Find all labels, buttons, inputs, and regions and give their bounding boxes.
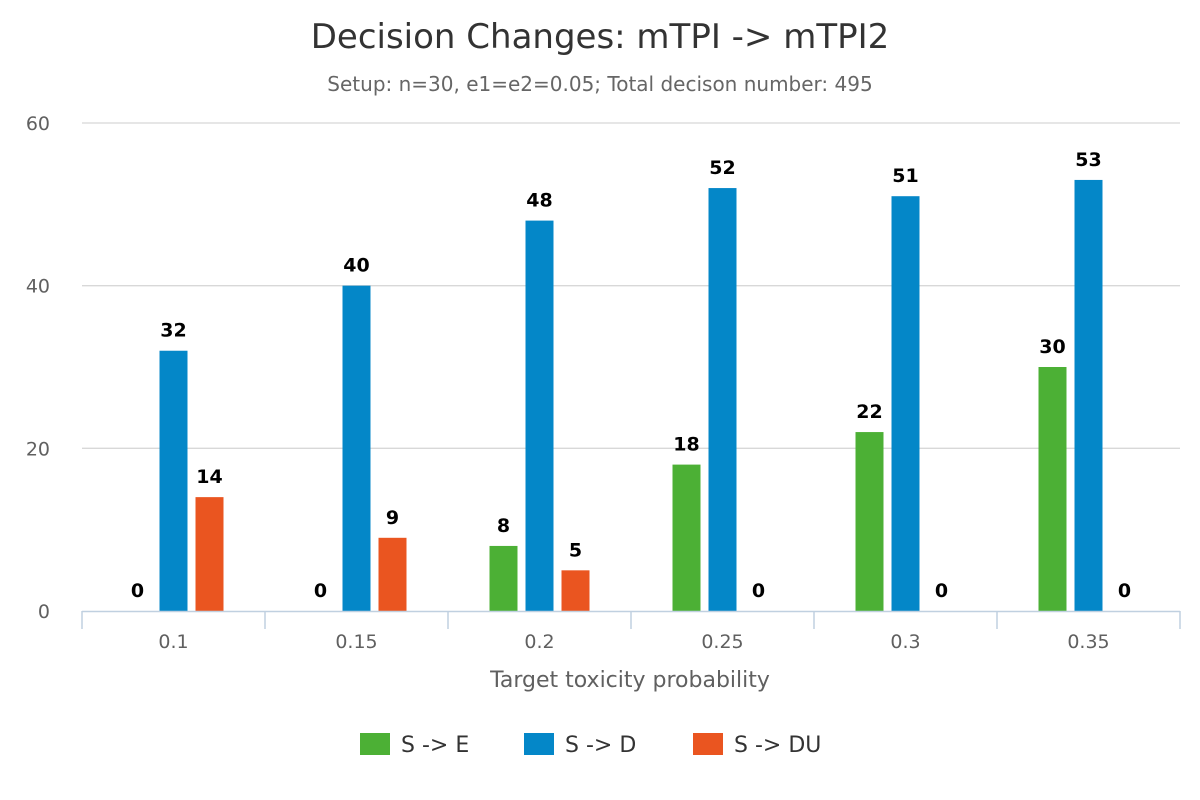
data-label: 30 <box>1039 336 1065 358</box>
data-label: 51 <box>892 165 918 187</box>
legend-swatch <box>524 733 554 755</box>
legend-swatch <box>360 733 390 755</box>
data-label: 18 <box>673 434 699 456</box>
bars <box>159 179 1103 612</box>
bar <box>561 570 590 611</box>
chart-title: Decision Changes: mTPI -> mTPI2 <box>311 17 890 57</box>
data-label: 5 <box>569 539 582 561</box>
data-label: 22 <box>856 401 882 423</box>
bar <box>378 537 407 611</box>
bar <box>855 432 884 611</box>
data-label: 0 <box>314 580 327 602</box>
y-tick-label: 40 <box>26 276 50 298</box>
legend-label: S -> E <box>401 733 469 758</box>
y-tick-label: 20 <box>26 438 50 460</box>
data-label: 0 <box>131 580 144 602</box>
data-label: 32 <box>160 320 186 342</box>
data-label: 40 <box>343 255 369 277</box>
data-label: 52 <box>709 157 735 179</box>
bar <box>489 545 518 611</box>
bar <box>891 196 920 611</box>
x-tick-label: 0.2 <box>524 631 554 653</box>
legend-label: S -> D <box>565 733 636 758</box>
x-tick-label: 0.25 <box>701 631 743 653</box>
legend-item: S -> D <box>524 733 636 758</box>
bar <box>708 188 737 612</box>
x-axis-ticks: 0.1 0.15 0.2 0.25 0.3 0.35 <box>158 631 1109 653</box>
legend-label: S -> DU <box>734 733 821 758</box>
bar <box>342 285 371 611</box>
data-label: 0 <box>1118 580 1131 602</box>
chart-subtitle: Setup: n=30, e1=e2=0.05; Total decison n… <box>327 72 872 96</box>
y-tick-label: 0 <box>38 601 50 623</box>
bar <box>195 497 224 611</box>
x-tick-label: 0.3 <box>890 631 920 653</box>
x-tick-label: 0.35 <box>1067 631 1109 653</box>
y-axis-ticks: 0 20 40 60 <box>26 113 50 623</box>
data-label: 0 <box>752 580 765 602</box>
legend-swatch <box>693 733 723 755</box>
x-tick-label: 0.1 <box>158 631 188 653</box>
x-axis-title: Target toxicity probability <box>489 668 770 693</box>
bar <box>159 350 188 611</box>
y-tick-label: 60 <box>26 113 50 135</box>
data-label: 8 <box>497 515 510 537</box>
legend-item: S -> E <box>360 733 469 758</box>
data-label: 53 <box>1075 149 1101 171</box>
legend-item: S -> DU <box>693 733 821 758</box>
data-labels: 0 0 8 18 22 30 32 40 48 52 51 53 14 9 5 0 0 0 <box>131 149 1131 602</box>
data-label: 0 <box>935 580 948 602</box>
data-label: 48 <box>526 190 552 212</box>
data-label: 14 <box>196 466 222 488</box>
bar <box>525 220 554 611</box>
bar <box>672 464 701 611</box>
x-tick-label: 0.15 <box>335 631 377 653</box>
data-label: 9 <box>386 507 399 529</box>
bar <box>1074 179 1103 611</box>
grid <box>82 122 1180 449</box>
legend: S -> E S -> D S -> DU <box>360 733 821 758</box>
x-axis <box>81 610 1181 629</box>
bar <box>1038 367 1067 611</box>
